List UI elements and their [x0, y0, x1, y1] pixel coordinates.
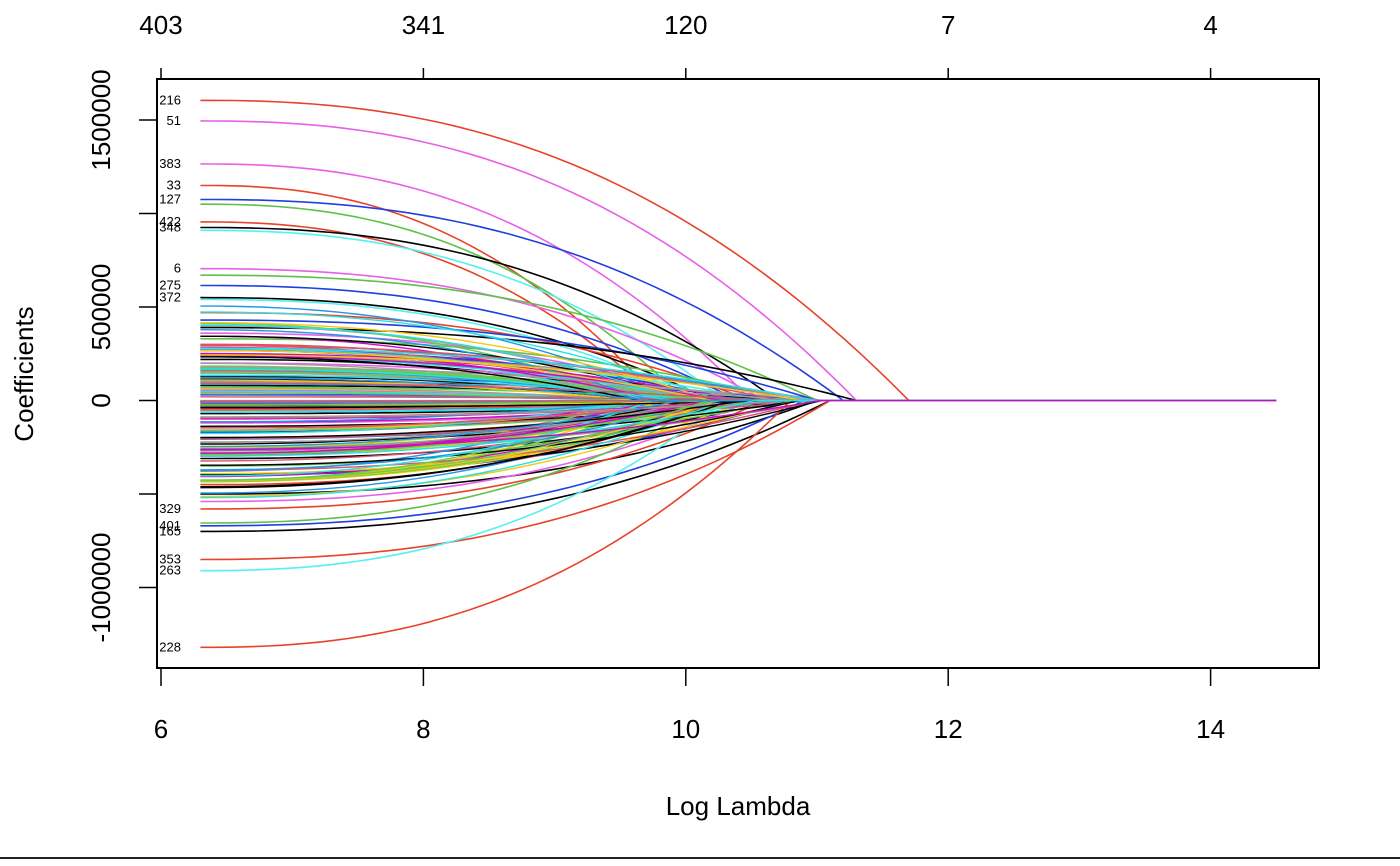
- series-line: [200, 399, 1277, 510]
- series-line: [200, 399, 1277, 524]
- series-line: [200, 399, 1277, 457]
- series-end-label: 6: [174, 261, 181, 276]
- series-line: [200, 399, 1277, 439]
- series-line: [200, 399, 1277, 481]
- series-line: [200, 399, 1277, 503]
- series-end-label: 353: [159, 552, 181, 567]
- series-end-label: 372: [159, 290, 181, 305]
- y-tick-label: 1500000: [86, 69, 116, 170]
- series-line: [200, 399, 1277, 440]
- series-line: [200, 380, 1277, 402]
- series-line: [200, 337, 1277, 402]
- series-line: [200, 399, 1277, 466]
- series-end-label: 422: [159, 214, 181, 229]
- series-line: [200, 399, 1277, 462]
- series-end-label: 51: [167, 113, 181, 128]
- x-tick-label: 8: [416, 714, 430, 744]
- series-end-label: 348: [159, 220, 181, 235]
- series-line: [200, 324, 1277, 402]
- series-line: [200, 399, 1277, 527]
- series-line: [200, 99, 1277, 402]
- top-tick-label: 7: [941, 10, 955, 40]
- x-axis-top: 403 341 120 7 4: [139, 10, 1218, 80]
- series-end-label: 228: [159, 639, 181, 654]
- series-end-label: 216: [159, 92, 181, 107]
- series-end-label: 401: [159, 518, 181, 533]
- series-line: [200, 354, 1277, 402]
- y-axis-left: -1000000 0 500000 1500000: [86, 69, 158, 643]
- series-line: [200, 399, 1277, 435]
- x-axis-bottom: 6 8 10 12 14: [154, 667, 1225, 744]
- top-tick-label: 4: [1203, 10, 1217, 40]
- top-tick-label: 120: [664, 10, 707, 40]
- series-line: [200, 399, 1277, 423]
- series-end-label: 127: [159, 192, 181, 207]
- series-line: [200, 274, 1277, 402]
- series-line: [200, 366, 1277, 402]
- top-tick-label: 403: [139, 10, 182, 40]
- series-line: [200, 399, 1277, 471]
- series-line: [200, 399, 1277, 475]
- series-line: [200, 319, 1277, 402]
- series-line: [200, 386, 1277, 402]
- series-line: [200, 198, 1277, 402]
- series-line: [200, 284, 1277, 402]
- series-line: [200, 226, 1277, 402]
- series-line: [200, 387, 1277, 402]
- series-line: [200, 184, 1277, 402]
- series-line: [200, 399, 1277, 572]
- series-line: [200, 377, 1277, 402]
- x-tick-label: 12: [934, 714, 963, 744]
- series-lines: [200, 99, 1277, 649]
- series-line: [200, 325, 1277, 402]
- series-end-label: 33: [167, 178, 181, 193]
- series-line: [200, 399, 1277, 533]
- x-tick-label: 14: [1196, 714, 1225, 744]
- series-line: [200, 399, 1277, 477]
- y-tick-label: 500000: [86, 264, 116, 351]
- series-line: [200, 120, 1277, 402]
- series-line: [200, 296, 1277, 402]
- y-tick-label: -1000000: [86, 533, 116, 643]
- series-line: [200, 382, 1277, 402]
- series-line: [200, 399, 1277, 499]
- series-line: [200, 348, 1277, 402]
- x-tick-label: 10: [671, 714, 700, 744]
- series-line: [200, 203, 1277, 402]
- series-line: [200, 221, 1277, 402]
- x-tick-label: 6: [154, 714, 168, 744]
- top-tick-label: 341: [402, 10, 445, 40]
- series-line: [200, 356, 1277, 402]
- series-line: [200, 163, 1277, 402]
- series-end-label: 263: [159, 563, 181, 578]
- series-line: [200, 399, 1277, 451]
- x-axis-label: Log Lambda: [666, 791, 811, 821]
- series-line: [200, 399, 1277, 406]
- series-end-label: 383: [159, 156, 181, 171]
- series-end-label: 275: [159, 278, 181, 293]
- series-line: [200, 399, 1277, 649]
- series-line: [200, 347, 1277, 402]
- series-end-label: 165: [159, 523, 181, 538]
- series-line: [200, 229, 1277, 402]
- bottom-rule: [0, 857, 1400, 859]
- y-tick-label: 0: [86, 393, 116, 407]
- series-line: [200, 399, 1277, 448]
- series-line: [200, 322, 1277, 402]
- series-end-label: 329: [159, 501, 181, 516]
- y-axis-label: Coefficients: [9, 306, 39, 441]
